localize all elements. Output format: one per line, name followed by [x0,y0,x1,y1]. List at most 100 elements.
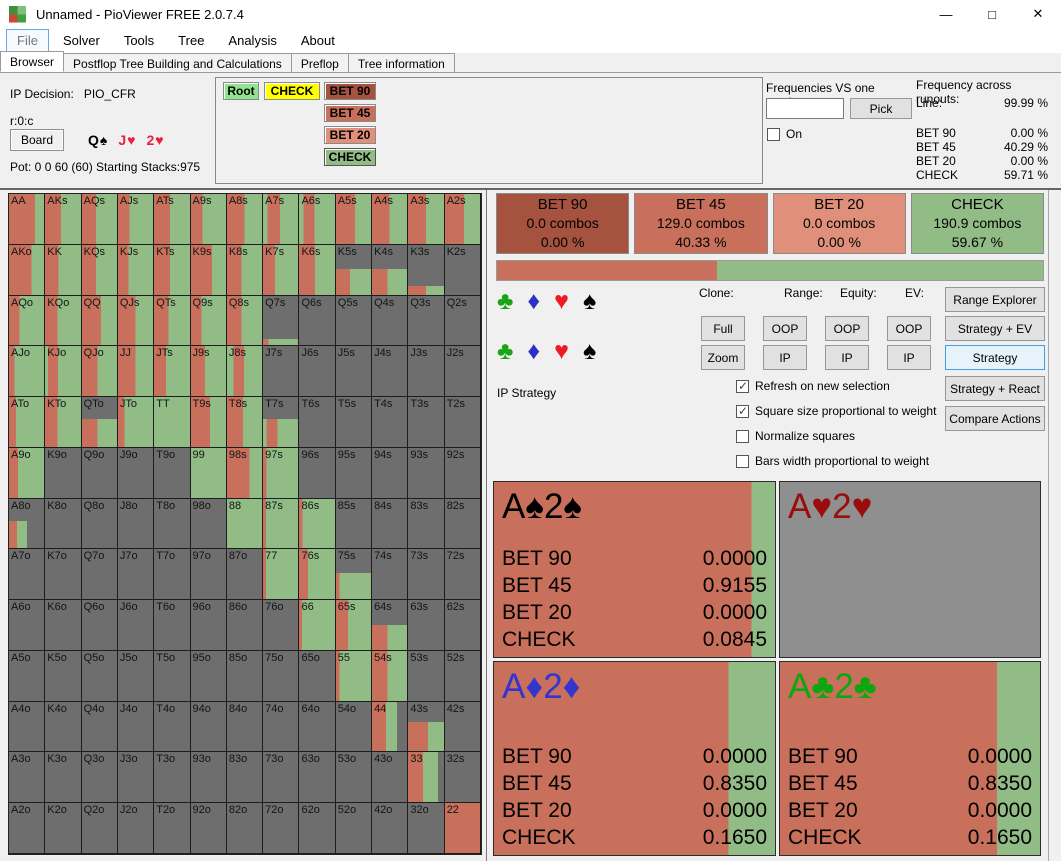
hand-cell-53o[interactable]: 53o [335,752,373,804]
hand-cell-T8s[interactable]: T8s [226,397,264,448]
hand-cell-65s[interactable]: 65s [335,600,373,651]
action-box-check[interactable]: CHECK 190.9 combos 59.67 % [910,193,1044,254]
hand-cell-K6o[interactable]: K6o [45,600,82,651]
hand-cell-77[interactable]: 77 [263,549,300,601]
hand-cell-55[interactable]: 55 [335,650,373,702]
hand-cell-76s[interactable]: 76s [299,549,336,601]
clone-zoom-button[interactable]: Zoom [701,345,745,370]
hand-cell-K7s[interactable]: K7s [263,244,300,296]
hand-cell-75s[interactable]: 75s [335,549,373,601]
hand-cell-86o[interactable]: 86o [226,600,264,651]
hand-cell-82s[interactable]: 82s [444,498,481,550]
hand-cell-92o[interactable]: 92o [190,803,227,854]
strategy-ev-button[interactable]: Strategy + EV [945,316,1045,341]
hand-cell-AKs[interactable]: AKs [45,194,82,245]
tree-node-bet-45-1[interactable]: BET 45 [324,104,376,122]
hand-cell-Q2s[interactable]: Q2s [444,295,481,347]
suit-♣-icon[interactable]: ♣ [497,287,528,315]
hand-cell-52s[interactable]: 52s [444,650,481,702]
hand-cell-K8o[interactable]: K8o [45,498,82,550]
menu-about[interactable]: About [300,33,335,48]
tab-preflop[interactable]: Preflop [290,53,349,72]
hand-cell-QTs[interactable]: QTs [154,295,191,347]
hand-cell-A4s[interactable]: A4s [372,194,409,245]
ev-ip-button[interactable]: IP [887,345,931,370]
hand-cell-72o[interactable]: 72o [263,803,300,854]
menu-analysis[interactable]: Analysis [228,33,277,48]
hand-cell-A6o[interactable]: A6o [9,600,46,651]
suit-♥-icon[interactable]: ♥ [554,337,584,365]
suit-♠-icon[interactable]: ♠ [583,337,611,365]
menu-tree[interactable]: Tree [178,33,205,48]
hand-cell-52o[interactable]: 52o [335,803,373,854]
hand-cell-Q7o[interactable]: Q7o [81,549,118,601]
action-box-bet-20[interactable]: BET 20 0.0 combos 0.00 % [772,193,906,254]
hand-cell-97o[interactable]: 97o [190,549,227,601]
hand-cell-JJ[interactable]: JJ [117,346,155,398]
hand-cell-J8s[interactable]: J8s [226,346,264,398]
hand-cell-K4o[interactable]: K4o [45,701,82,753]
hand-cell-J7s[interactable]: J7s [263,346,300,398]
hand-cell-K3o[interactable]: K3o [45,752,82,804]
hand-cell-T3s[interactable]: T3s [408,397,445,448]
hand-cell-KK[interactable]: KK [45,244,82,296]
maximize-button[interactable]: □ [988,6,996,22]
hand-cell-84s[interactable]: 84s [372,498,409,550]
hand-cell-J9o[interactable]: J9o [117,447,155,499]
board-button[interactable]: Board [10,129,64,151]
hand-cell-Q6o[interactable]: Q6o [81,600,118,651]
hand-cell-97s[interactable]: 97s [263,447,300,499]
hand-cell-A3s[interactable]: A3s [408,194,445,245]
hand-cell-AJo[interactable]: AJo [9,346,46,398]
tree-node-check-3[interactable]: CHECK [324,148,376,166]
compare-actions-button[interactable]: Compare Actions [945,406,1045,431]
menu-tools[interactable]: Tools [123,33,155,48]
hand-cell-87o[interactable]: 87o [226,549,264,601]
hand-cell-A8o[interactable]: A8o [9,498,46,550]
range-explorer-button[interactable]: Range Explorer [945,287,1045,312]
hand-cell-K5o[interactable]: K5o [45,650,82,702]
hand-cell-Q4o[interactable]: Q4o [81,701,118,753]
hand-cell-QQ[interactable]: QQ [81,295,118,347]
menu-file[interactable]: File [6,29,49,52]
minimize-button[interactable]: — [939,6,953,22]
hand-cell-74s[interactable]: 74s [372,549,409,601]
checkbox-bars-width[interactable]: Bars width proportional to weight [736,454,929,468]
hand-cell-83s[interactable]: 83s [408,498,445,550]
checkbox-bars-width-box[interactable] [736,454,749,468]
hand-cell-A5o[interactable]: A5o [9,650,46,702]
tree-node-bet-20-2[interactable]: BET 20 [324,126,376,144]
hand-cell-85s[interactable]: 85s [335,498,373,550]
hand-cell-QTo[interactable]: QTo [81,397,118,448]
hand-cell-A9s[interactable]: A9s [190,194,227,245]
hand-cell-73s[interactable]: 73s [408,549,445,601]
hand-cell-A6s[interactable]: A6s [299,194,336,245]
hand-cell-T6s[interactable]: T6s [299,397,336,448]
action-box-bet-45[interactable]: BET 45 129.0 combos 40.33 % [634,193,768,254]
hand-cell-KQo[interactable]: KQo [45,295,82,347]
hand-cell-95o[interactable]: 95o [190,650,227,702]
hand-cell-J7o[interactable]: J7o [117,549,155,601]
checkbox-square-size-box[interactable] [736,404,749,418]
hand-cell-88[interactable]: 88 [226,498,264,550]
hand-cell-82o[interactable]: 82o [226,803,264,854]
hand-cell-T7o[interactable]: T7o [154,549,191,601]
tab-tree-information[interactable]: Tree information [347,53,455,72]
suit-♦-icon[interactable]: ♦ [527,337,555,365]
hand-cell-92s[interactable]: 92s [444,447,481,499]
hand-cell-J5s[interactable]: J5s [335,346,373,398]
hand-cell-K2o[interactable]: K2o [45,803,82,854]
hand-cell-54o[interactable]: 54o [335,701,373,753]
hand-cell-QJo[interactable]: QJo [81,346,118,398]
hand-cell-KQs[interactable]: KQs [81,244,118,296]
hand-cell-K5s[interactable]: K5s [335,244,373,296]
combo-input[interactable] [766,98,844,119]
tab-browser[interactable]: Browser [0,51,65,72]
hand-cell-T4o[interactable]: T4o [154,701,191,753]
hand-cell-KTo[interactable]: KTo [45,397,82,448]
hand-cell-K8s[interactable]: K8s [226,244,264,296]
hand-cell-43s[interactable]: 43s [408,701,445,753]
hand-cell-T5o[interactable]: T5o [154,650,191,702]
hand-cell-42o[interactable]: 42o [372,803,409,854]
hand-cell-T9o[interactable]: T9o [154,447,191,499]
